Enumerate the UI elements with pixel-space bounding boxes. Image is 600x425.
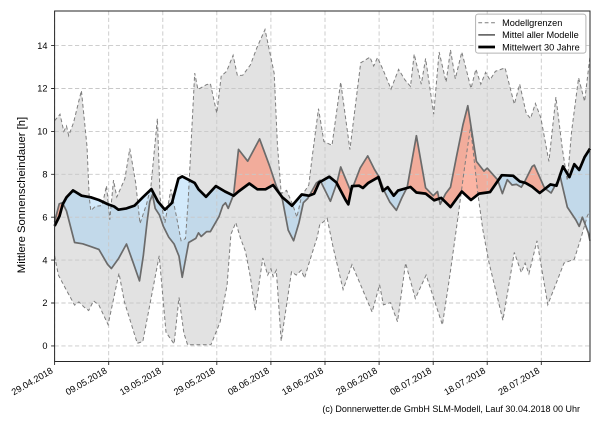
svg-text:4: 4: [42, 255, 47, 265]
svg-text:10: 10: [37, 127, 47, 137]
svg-text:0: 0: [42, 341, 47, 351]
svg-text:Modellgrenzen: Modellgrenzen: [502, 18, 562, 28]
svg-text:Mittlere Sonnenscheindauer [h]: Mittlere Sonnenscheindauer [h]: [16, 117, 28, 273]
svg-text:8: 8: [42, 170, 47, 180]
svg-text:Mittel aller Modelle: Mittel aller Modelle: [502, 30, 579, 40]
svg-text:6: 6: [42, 212, 47, 222]
svg-text:Mittelwert 30 Jahre: Mittelwert 30 Jahre: [502, 42, 580, 52]
svg-text:2: 2: [42, 298, 47, 308]
svg-text:12: 12: [37, 84, 47, 94]
svg-text:(c) Donnerwetter.de GmbH SLM-M: (c) Donnerwetter.de GmbH SLM-Modell, Lau…: [322, 404, 580, 414]
svg-text:14: 14: [37, 41, 47, 51]
